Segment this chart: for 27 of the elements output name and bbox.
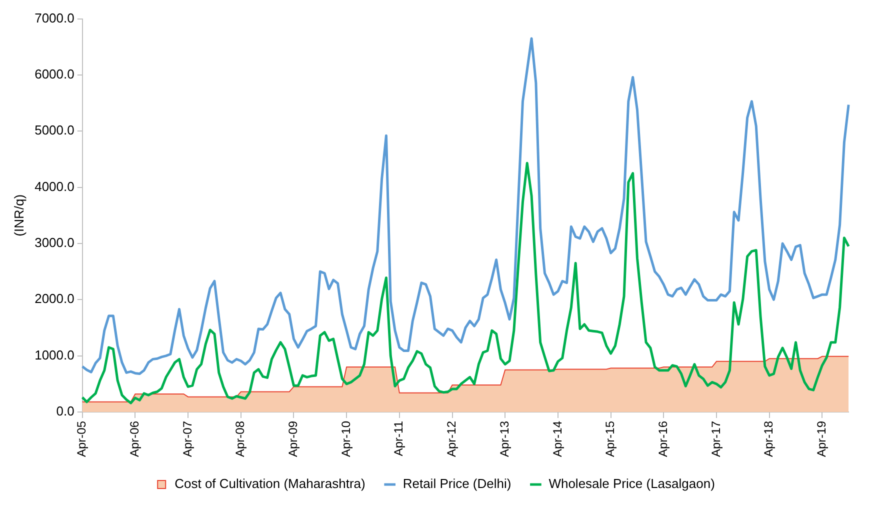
y-tick-label: 0.0 — [56, 404, 74, 419]
x-tick-label: Apr-09 — [286, 420, 300, 458]
x-tick-label: Apr-19 — [814, 420, 828, 458]
x-tick-label: Apr-11 — [392, 420, 406, 456]
y-tick-label: 2000.0 — [34, 291, 74, 306]
x-tick-label: Apr-16 — [656, 420, 670, 458]
y-tick-label: 5000.0 — [34, 122, 74, 138]
x-tick-label: Apr-14 — [550, 420, 564, 458]
x-tick-label: Apr-12 — [444, 420, 459, 458]
y-axis-title: (INR/q) — [11, 194, 26, 236]
x-tick-label: Apr-17 — [708, 420, 723, 458]
x-tick-label: Apr-08 — [233, 420, 248, 458]
y-tick-label: 4000.0 — [34, 178, 74, 194]
y-tick-label: 3000.0 — [34, 235, 74, 250]
legend-label: Retail Price (Delhi) — [402, 476, 512, 492]
x-tick-label: Apr-06 — [128, 420, 142, 458]
legend-label: Cost of Cultivation (Maharashtra) — [174, 476, 366, 492]
x-tick-label: Apr-10 — [338, 420, 353, 458]
x-tick-label: Apr-13 — [497, 420, 512, 458]
x-tick-label: Apr-07 — [180, 420, 194, 458]
legend-label: Wholesale Price (Lasalgaon) — [548, 476, 715, 492]
y-tick-label: 7000.0 — [34, 10, 74, 26]
y-tick-label: 6000.0 — [34, 66, 74, 82]
x-tick-label: Apr-18 — [762, 420, 776, 458]
x-tick-label: Apr-15 — [603, 420, 618, 458]
y-tick-label: 1000.0 — [34, 347, 74, 362]
x-tick-label: Apr-05 — [74, 420, 89, 458]
